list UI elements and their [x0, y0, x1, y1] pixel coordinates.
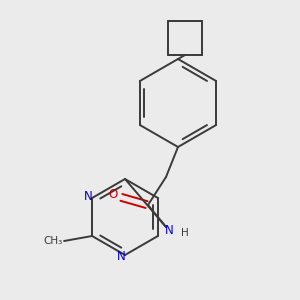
Text: CH₃: CH₃: [44, 236, 63, 246]
Text: O: O: [108, 188, 118, 200]
Text: H: H: [181, 228, 189, 238]
Text: N: N: [117, 250, 125, 263]
Text: N: N: [84, 190, 92, 202]
Text: N: N: [165, 224, 173, 236]
